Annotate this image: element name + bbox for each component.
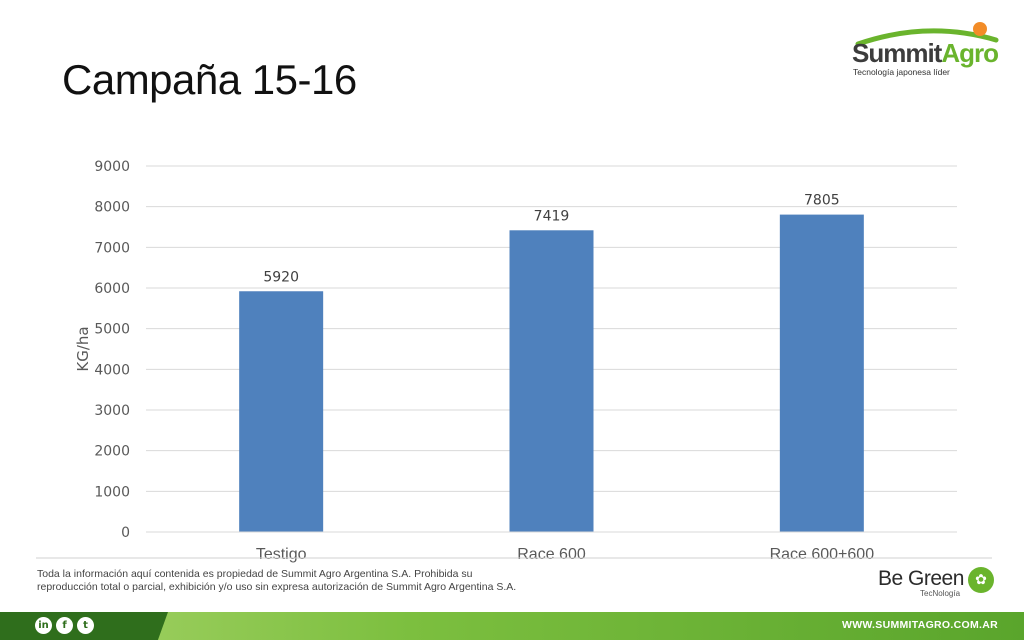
linkedin-icon[interactable]: in [35,617,52,634]
data-label: 5920 [263,269,299,285]
bar [509,230,594,532]
disclaimer-text: Toda la información aquí contenida es pr… [37,568,517,593]
x-tick-label: Testigo [256,546,307,563]
facebook-icon[interactable]: f [56,617,73,634]
bar [239,291,324,532]
logo-word-agro: Agro [941,38,999,68]
y-tick-label: 3000 [94,403,130,419]
y-tick-label: 5000 [94,322,130,338]
leaf-globe-icon: ✿ [968,567,994,593]
summit-agro-logo: SummitAgro Tecnología japonesa líder [848,20,1004,82]
y-tick-label: 0 [121,525,130,541]
data-label: 7419 [534,208,570,224]
data-label: 7805 [804,193,840,209]
y-tick-label: 8000 [94,200,130,216]
y-axis-label: KG/ha [74,326,92,371]
be-green-logo: Be Green TecNología ✿ [876,565,996,605]
logo-swoosh-icon [855,22,999,47]
logo-tagline: Tecnología japonesa líder [853,67,950,77]
y-tick-label: 6000 [94,281,130,297]
twitter-icon[interactable]: t [77,617,94,634]
footer-bar [0,612,1024,640]
x-tick-label: Race 600+600 [770,546,875,563]
y-tick-label: 1000 [94,484,130,500]
logo-word-summit: Summit [852,38,942,68]
y-tick-label: 2000 [94,444,130,460]
slide-title: Campaña 15-16 [62,56,357,103]
x-tick-label: Race 600 [517,546,586,563]
footer-website-link[interactable]: WWW.SUMMITAGRO.COM.AR [842,619,998,631]
be-green-subtitle: TecNología [920,589,961,598]
y-tick-label: 7000 [94,240,130,256]
be-green-wordmark: Be Green [878,567,964,590]
logo-wordmark: SummitAgro [852,38,999,69]
y-tick-label: 4000 [94,362,130,378]
bar [779,214,864,532]
y-tick-label: 9000 [94,159,130,175]
